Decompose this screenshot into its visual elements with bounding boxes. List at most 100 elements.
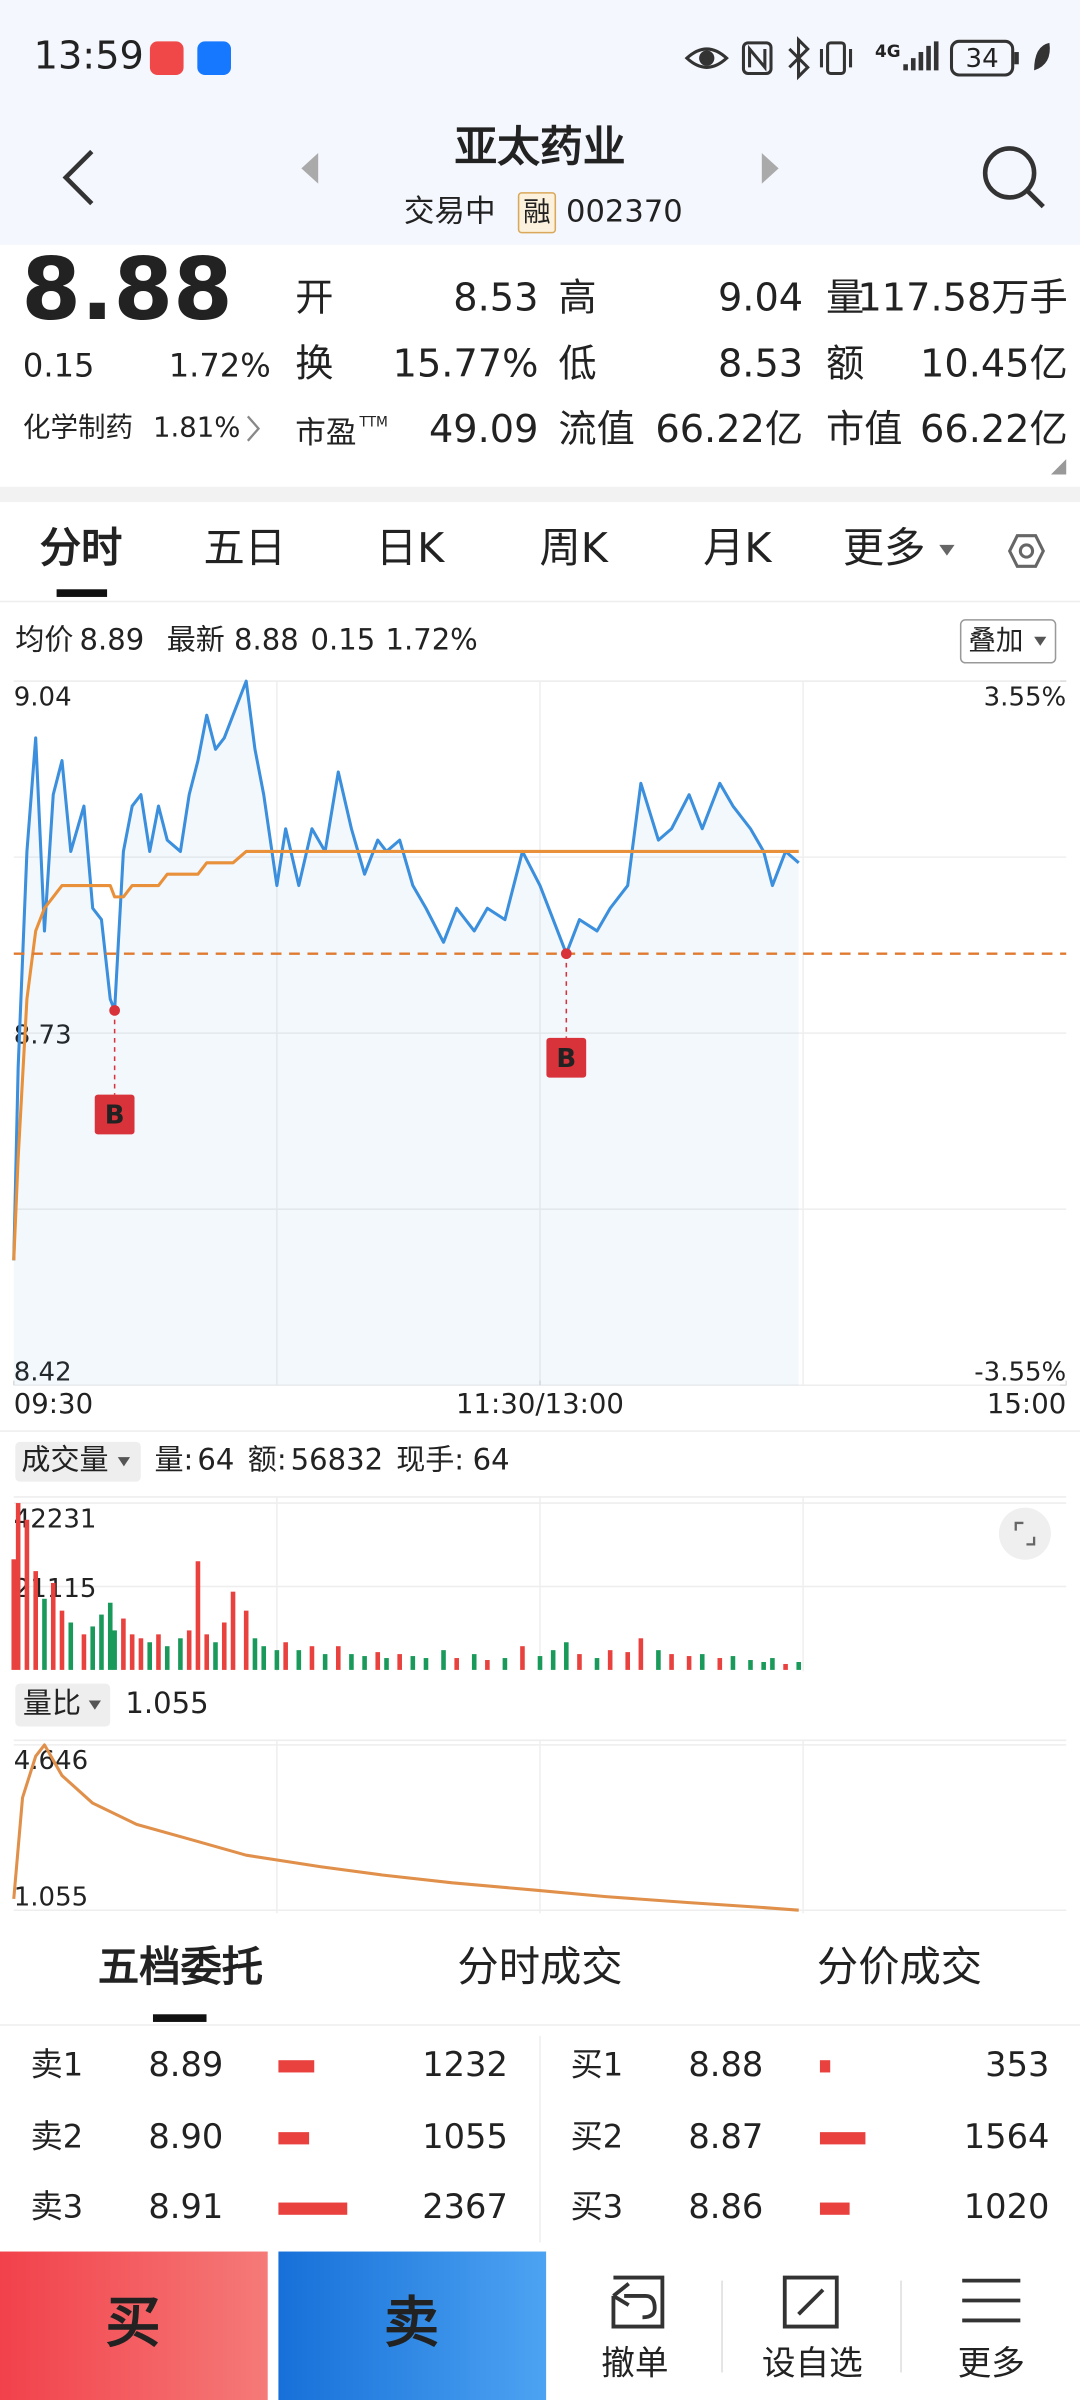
stat-label: 换 [295, 341, 333, 386]
stat-label: 低 [558, 341, 596, 386]
volume-bar [24, 1519, 30, 1670]
chart-tab[interactable]: 日K [376, 524, 445, 572]
volume-bar [68, 1622, 74, 1670]
volume-bar [322, 1654, 328, 1670]
stat-label-sup: TTM [358, 414, 387, 430]
volume-bar [230, 1591, 236, 1670]
volume-bar [178, 1638, 183, 1670]
separator [0, 486, 1080, 503]
price-change: 0.15 [23, 346, 95, 384]
sector-name[interactable]: 化学制药 [23, 412, 133, 444]
action-label[interactable]: 更多 [958, 2343, 1025, 2382]
expand-icon [1014, 1521, 1036, 1546]
settings-button[interactable] [1007, 534, 1045, 568]
dropdown-arrow [88, 1700, 101, 1710]
dropdown-arrow [1034, 636, 1047, 646]
volume-bar [607, 1650, 613, 1670]
sell-button[interactable] [278, 2251, 547, 2400]
stat-value: 8.53 [453, 275, 538, 320]
stat-label: 市盈 [295, 416, 356, 451]
hand-value: 64 [473, 1443, 510, 1477]
series-line [12, 1743, 799, 1912]
stock-code: 002370 [566, 194, 683, 229]
action-icons [611, 2275, 1021, 2329]
volume-bar [15, 1503, 21, 1670]
volume-bar [761, 1661, 766, 1670]
volume-bar [577, 1654, 582, 1670]
book-price: 8.87 [688, 2117, 763, 2156]
volume-bar [296, 1650, 302, 1670]
volume-bar [261, 1646, 267, 1670]
sell-label[interactable]: 卖 [384, 2291, 439, 2355]
book-level: 卖1 [31, 2045, 84, 2083]
marker-box [94, 1094, 135, 1135]
volume-label: 量: [155, 1443, 194, 1477]
volume-bar [274, 1650, 280, 1670]
volume-bar [520, 1646, 525, 1670]
stat-value: 10.45亿 [920, 341, 1068, 386]
volume-bar [50, 1582, 56, 1670]
next-stock[interactable] [761, 153, 779, 184]
buy-button[interactable] [0, 2251, 268, 2400]
volume-bar [770, 1658, 775, 1670]
book-level: 买1 [571, 2045, 624, 2083]
action-label[interactable]: 撤单 [601, 2343, 668, 2382]
prev-stock[interactable] [301, 153, 319, 184]
volume-selector[interactable] [15, 1441, 141, 1482]
chart-tab[interactable]: 五日 [203, 524, 286, 572]
volume-bar [748, 1660, 753, 1670]
volume-bar [156, 1634, 161, 1670]
volume-bar [164, 1646, 170, 1670]
book-volume-bar [278, 2202, 348, 2215]
volume-bar [410, 1656, 416, 1670]
stat-label: 量 [826, 275, 864, 320]
ratio-selector[interactable] [15, 1683, 111, 1727]
header-icons [62, 146, 1045, 234]
latest-price: 8.88 [234, 622, 299, 656]
stat-value: 9.04 [718, 275, 803, 320]
chart-tab[interactable]: 分时 [40, 524, 123, 572]
stat-label: 市值 [826, 407, 902, 452]
buy-label[interactable]: 买 [106, 2291, 161, 2355]
book-volume: 1564 [964, 2117, 1050, 2156]
volume-bar [213, 1642, 218, 1670]
volume-bar [204, 1634, 210, 1670]
latest-change-pct: 1.72% [385, 622, 477, 656]
marker-dot [560, 948, 572, 960]
volume-bar [686, 1656, 692, 1670]
book-price: 8.86 [688, 2187, 763, 2226]
chart-tab[interactable]: 更多 [843, 524, 926, 572]
status-time: 13:59 [34, 34, 144, 79]
stat-value: 66.22亿 [655, 407, 803, 452]
latest-change: 0.15 [311, 622, 376, 656]
back-button[interactable] [62, 149, 94, 206]
volume-bar [502, 1658, 508, 1670]
volume-bar [99, 1614, 104, 1670]
volume-bar [638, 1638, 644, 1670]
y2-tick-label: -3.55% [974, 1357, 1066, 1387]
search-button[interactable] [982, 146, 1045, 209]
volume-bar [441, 1650, 446, 1670]
y-tick-label: 4.646 [14, 1746, 88, 1776]
legend-label: 最新 [167, 622, 225, 656]
volume-bar [243, 1610, 249, 1670]
expand-button[interactable] [998, 1507, 1051, 1560]
volume-bar [594, 1658, 600, 1670]
volume-title: 成交量 [21, 1443, 108, 1477]
book-tab[interactable]: 五档委托 [98, 1943, 263, 1991]
stat-value: 66.22亿 [920, 407, 1068, 452]
book-volume-bar [819, 2060, 831, 2073]
stat-label: 额 [826, 341, 864, 386]
sector-change: 1.81% [153, 412, 240, 444]
overlay-button[interactable] [959, 619, 1057, 664]
book-tab[interactable]: 分时成交 [457, 1943, 622, 1991]
book-tab[interactable]: 分价成交 [817, 1943, 982, 1991]
last-price: 8.88 [21, 240, 232, 340]
chart-tab[interactable]: 周K [539, 524, 608, 572]
chart-tab[interactable]: 月K [703, 524, 772, 572]
settings-dot [1018, 543, 1035, 559]
book-volume: 1055 [422, 2117, 508, 2156]
book-volume-bar [819, 2202, 850, 2215]
action-label[interactable]: 设自选 [762, 2343, 863, 2382]
